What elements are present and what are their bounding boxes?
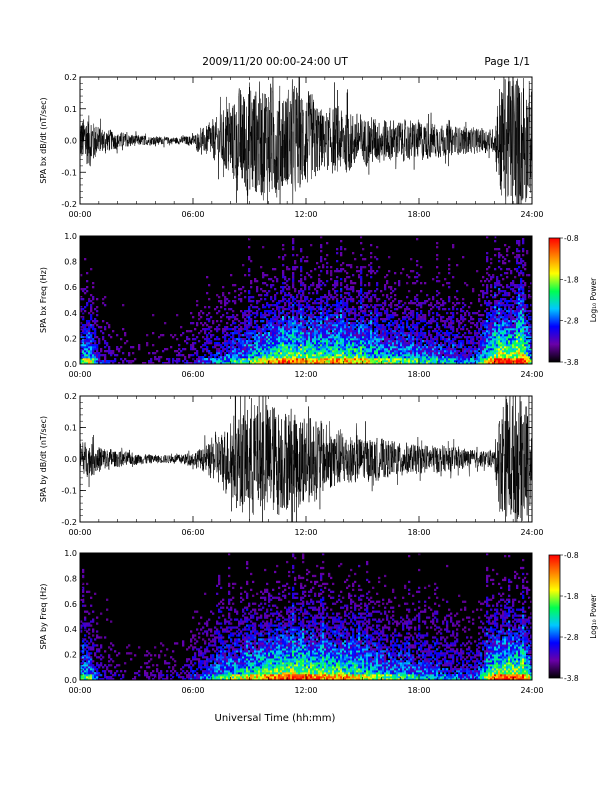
x-tick-label: 18:00 [407, 370, 430, 379]
x-tick-label: 06:00 [181, 686, 204, 695]
y-axis-label: SPA bx Freq (Hz) [39, 267, 48, 333]
y-tick-label: 0.2 [64, 392, 77, 401]
colorbar-label: Log₁₀ Power [589, 277, 598, 322]
y-tick-label: 0.0 [64, 455, 77, 464]
x-tick-label: 24:00 [520, 370, 543, 379]
x-tick-label: 12:00 [294, 370, 317, 379]
y-tick-label: 1.0 [64, 232, 77, 241]
x-tick-label: 24:00 [520, 686, 543, 695]
x-tick-label: 06:00 [181, 370, 204, 379]
x-tick-label: 06:00 [181, 210, 204, 219]
y-axis-label: SPA bx dB/dt (nT/sec) [39, 97, 48, 183]
x-tick-label: 12:00 [294, 528, 317, 537]
y-tick-label: 0.0 [64, 676, 77, 685]
colorbar-tick-label: -0.8 [564, 551, 579, 560]
x-tick-label: 00:00 [68, 686, 91, 695]
by-colorbar: -0.8 -1.8 -2.8 -3.8 Log₁₀ Power [548, 551, 598, 683]
y-tick-label: 0.2 [64, 334, 77, 343]
page-indicator: Page 1/1 [484, 56, 530, 68]
x-tick-label: 18:00 [407, 528, 430, 537]
y-axis-label: SPA by Freq (Hz) [39, 584, 48, 650]
by-spectrogram-panel: 00:00 06:00 12:00 18:00 24:00 0.0 0.2 0.4 0.6 0.8… [39, 549, 544, 695]
dbdt-trace [80, 77, 532, 204]
figure-title: 2009/11/20 00:00-24:00 UT [202, 56, 348, 68]
y-tick-label: 0.1 [64, 105, 77, 114]
x-tick-label: 00:00 [68, 210, 91, 219]
x-tick-label: 00:00 [68, 370, 91, 379]
y-tick-label: 0.8 [64, 574, 77, 583]
y-tick-label: 0.6 [64, 600, 77, 609]
colorbar-label: Log₁₀ Power [589, 593, 598, 638]
y-tick-label: 0.2 [64, 73, 77, 82]
by-dbdt-panel: 00:00 06:00 12:00 18:00 24:00 -0.2 -0.1 0.0 0.1 0… [39, 392, 544, 537]
bx-colorbar: -0.8 -1.8 -2.8 -3.8 Log₁₀ Power [548, 234, 598, 367]
y-tick-label: 0.8 [64, 258, 77, 267]
x-tick-label: 06:00 [181, 528, 204, 537]
colorbar-tick-label: -2.8 [564, 317, 579, 326]
plot-frame [79, 235, 533, 365]
x-axis-title: Universal Time (hh:mm) [215, 713, 336, 724]
y-tick-label: 0.0 [64, 137, 77, 146]
colorbar-tick-label: -1.8 [564, 592, 579, 601]
colorbar-tick-label: -0.8 [564, 234, 579, 243]
x-tick-label: 18:00 [407, 210, 430, 219]
plot-frame [79, 395, 533, 523]
spectrogram-cells [80, 236, 533, 365]
colorbar-tick-label: -3.8 [564, 358, 579, 367]
colorbar-tick-label: -1.8 [564, 275, 579, 284]
colorbar-gradient [548, 237, 561, 363]
y-tick-label: 0.4 [64, 625, 77, 634]
y-tick-label: -0.2 [61, 518, 77, 527]
x-tick-label: 12:00 [294, 686, 317, 695]
x-tick-label: 18:00 [407, 686, 430, 695]
dbdt-trace [80, 396, 532, 522]
spectrogram-cells [80, 553, 533, 681]
y-axis-label: SPA by dB/dt (nT/sec) [39, 416, 48, 502]
y-tick-label: 0.2 [64, 651, 77, 660]
plot-frame [79, 552, 533, 681]
colorbar-gradient [548, 554, 561, 679]
x-tick-label: 12:00 [294, 210, 317, 219]
y-tick-label: -0.2 [61, 200, 77, 209]
y-tick-label: 0.6 [64, 283, 77, 292]
x-tick-label: 24:00 [520, 210, 543, 219]
y-tick-label: 0.4 [64, 309, 77, 318]
y-tick-label: -0.1 [61, 168, 77, 177]
y-tick-label: 0.1 [64, 424, 77, 433]
bx-dbdt-panel: 00:00 06:00 12:00 18:00 24:00 -0.2 -0.1 0.0 0.1 0… [39, 73, 544, 219]
y-tick-label: 1.0 [64, 549, 77, 558]
x-tick-label: 00:00 [68, 528, 91, 537]
colorbar-tick-label: -2.8 [564, 633, 579, 642]
bx-spectrogram-panel: 00:00 06:00 12:00 18:00 24:00 0.0 0.2 0.4 0.6 0.8… [39, 232, 544, 379]
plot-frame [79, 76, 533, 205]
y-tick-label: -0.1 [61, 487, 77, 496]
colorbar-tick-label: -3.8 [564, 674, 579, 683]
x-tick-label: 24:00 [520, 528, 543, 537]
y-tick-label: 0.0 [64, 360, 77, 369]
